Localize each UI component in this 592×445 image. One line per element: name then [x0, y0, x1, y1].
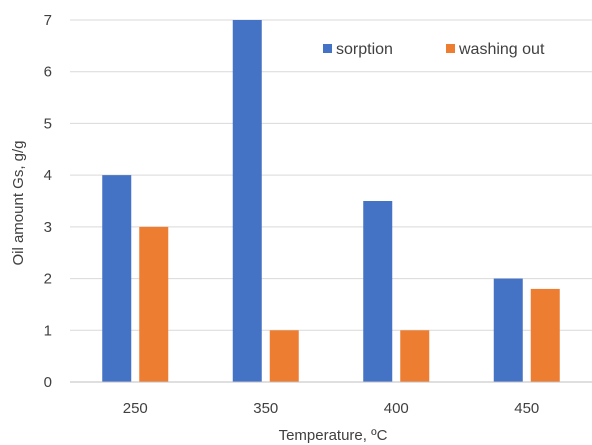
x-tick-label-450: 450 [514, 400, 539, 417]
y-tick-label-3: 3 [44, 219, 52, 236]
bar-washing-out-400 [400, 330, 430, 382]
y-tick-label-5: 5 [44, 115, 52, 132]
bar-sorption-400 [363, 201, 393, 382]
x-tick-labels: 250 350 400 450 [123, 400, 540, 417]
x-axis-title: Temperature, ºC [279, 427, 388, 444]
bar-washing-out-350 [269, 330, 299, 382]
y-tick-label-0: 0 [44, 374, 52, 391]
x-tick-label-350: 350 [253, 400, 278, 417]
legend-label-washing-out: washing out [458, 41, 545, 58]
bar-sorption-250 [102, 175, 132, 382]
y-tick-label-1: 1 [44, 322, 52, 339]
x-tick-label-250: 250 [123, 400, 148, 417]
y-tick-labels: 0 1 2 3 4 5 6 7 [44, 12, 52, 391]
bar-washing-out-250 [139, 226, 169, 382]
x-tick-label-400: 400 [384, 400, 409, 417]
legend-swatch-sorption [323, 44, 332, 53]
y-tick-label-6: 6 [44, 64, 52, 81]
y-axis-title: Oil amount Gs, g/g [10, 140, 27, 265]
y-tick-label-2: 2 [44, 271, 52, 288]
legend: sorption washing out [323, 41, 545, 58]
bar-sorption-350 [232, 20, 262, 382]
y-tick-label-4: 4 [44, 167, 52, 184]
bar-washing-out-450 [530, 288, 560, 382]
y-tick-label-7: 7 [44, 12, 52, 29]
bars [102, 20, 560, 382]
bar-sorption-450 [493, 278, 523, 382]
legend-label-sorption: sorption [336, 41, 393, 58]
legend-swatch-washing-out [446, 44, 455, 53]
